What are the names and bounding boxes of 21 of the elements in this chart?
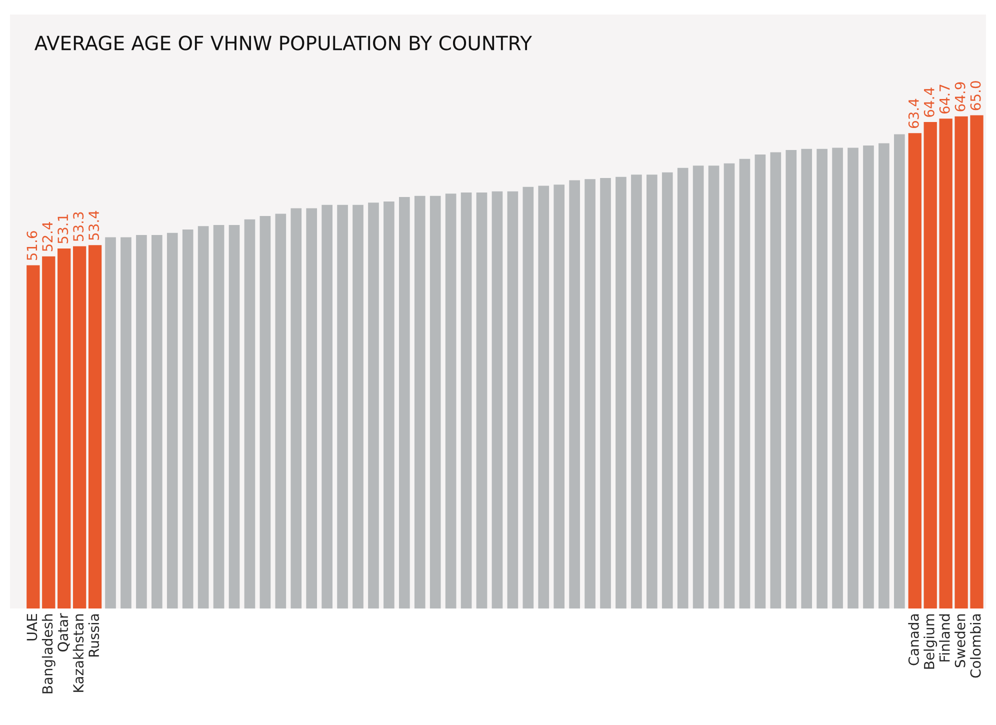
data-label: 51.6 [26,231,38,260]
data-label: 64.9 [954,82,966,112]
x-tick-label: Finland [939,614,950,662]
text: AVERAGE AGE OF VHNW POPULATION BY COUNTRY [34,36,532,50]
x-tick-label: Qatar [58,613,70,652]
x-tick-label: Sweden [954,614,966,668]
data-label: 53.3 [73,212,84,242]
x-tick-label: Colombia [970,614,981,678]
data-label: 53.4 [88,210,100,240]
data-label: 52.4 [42,222,53,252]
data-label: 63.4 [908,98,919,128]
x-tick-label: Canada [908,614,919,666]
data-label: 53.1 [58,214,68,244]
data-label: 64.4 [924,88,934,117]
x-tick-label: Belgium [924,614,938,669]
data-label: 65.0 [970,81,981,110]
x-tick-label: Russia [88,614,100,656]
data-label: 64.7 [939,84,950,114]
x-tick-label: Bangladesh [42,614,56,694]
x-tick-label: Kazakhstan [72,614,84,692]
x-tick-label: UAE [26,614,38,640]
